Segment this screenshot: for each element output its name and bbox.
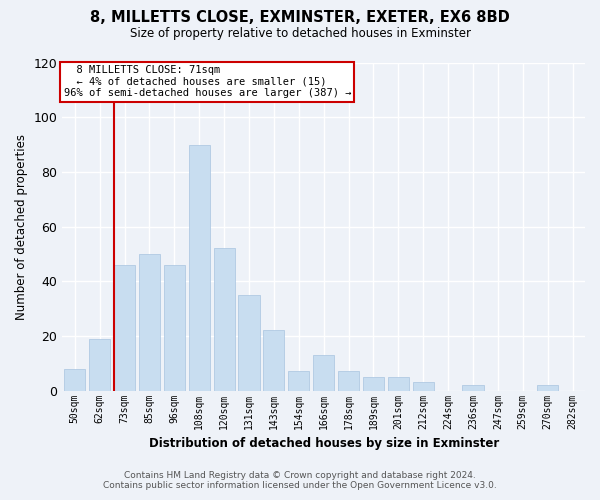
Bar	[64, 369, 85, 390]
Bar	[313, 355, 334, 390]
Bar	[238, 295, 260, 390]
Text: Contains HM Land Registry data © Crown copyright and database right 2024.
Contai: Contains HM Land Registry data © Crown c…	[103, 470, 497, 490]
Bar	[363, 377, 384, 390]
Bar	[89, 338, 110, 390]
Bar	[388, 377, 409, 390]
Bar	[537, 385, 558, 390]
Bar	[413, 382, 434, 390]
Bar	[188, 144, 210, 390]
Bar	[288, 372, 310, 390]
Bar	[114, 265, 135, 390]
Bar	[338, 372, 359, 390]
Text: 8 MILLETTS CLOSE: 71sqm
  ← 4% of detached houses are smaller (15)
96% of semi-d: 8 MILLETTS CLOSE: 71sqm ← 4% of detached…	[64, 65, 351, 98]
Y-axis label: Number of detached properties: Number of detached properties	[15, 134, 28, 320]
Text: Size of property relative to detached houses in Exminster: Size of property relative to detached ho…	[130, 28, 470, 40]
Bar	[463, 385, 484, 390]
Text: 8, MILLETTS CLOSE, EXMINSTER, EXETER, EX6 8BD: 8, MILLETTS CLOSE, EXMINSTER, EXETER, EX…	[90, 10, 510, 25]
X-axis label: Distribution of detached houses by size in Exminster: Distribution of detached houses by size …	[149, 437, 499, 450]
Bar	[139, 254, 160, 390]
Bar	[164, 265, 185, 390]
Bar	[214, 248, 235, 390]
Bar	[263, 330, 284, 390]
